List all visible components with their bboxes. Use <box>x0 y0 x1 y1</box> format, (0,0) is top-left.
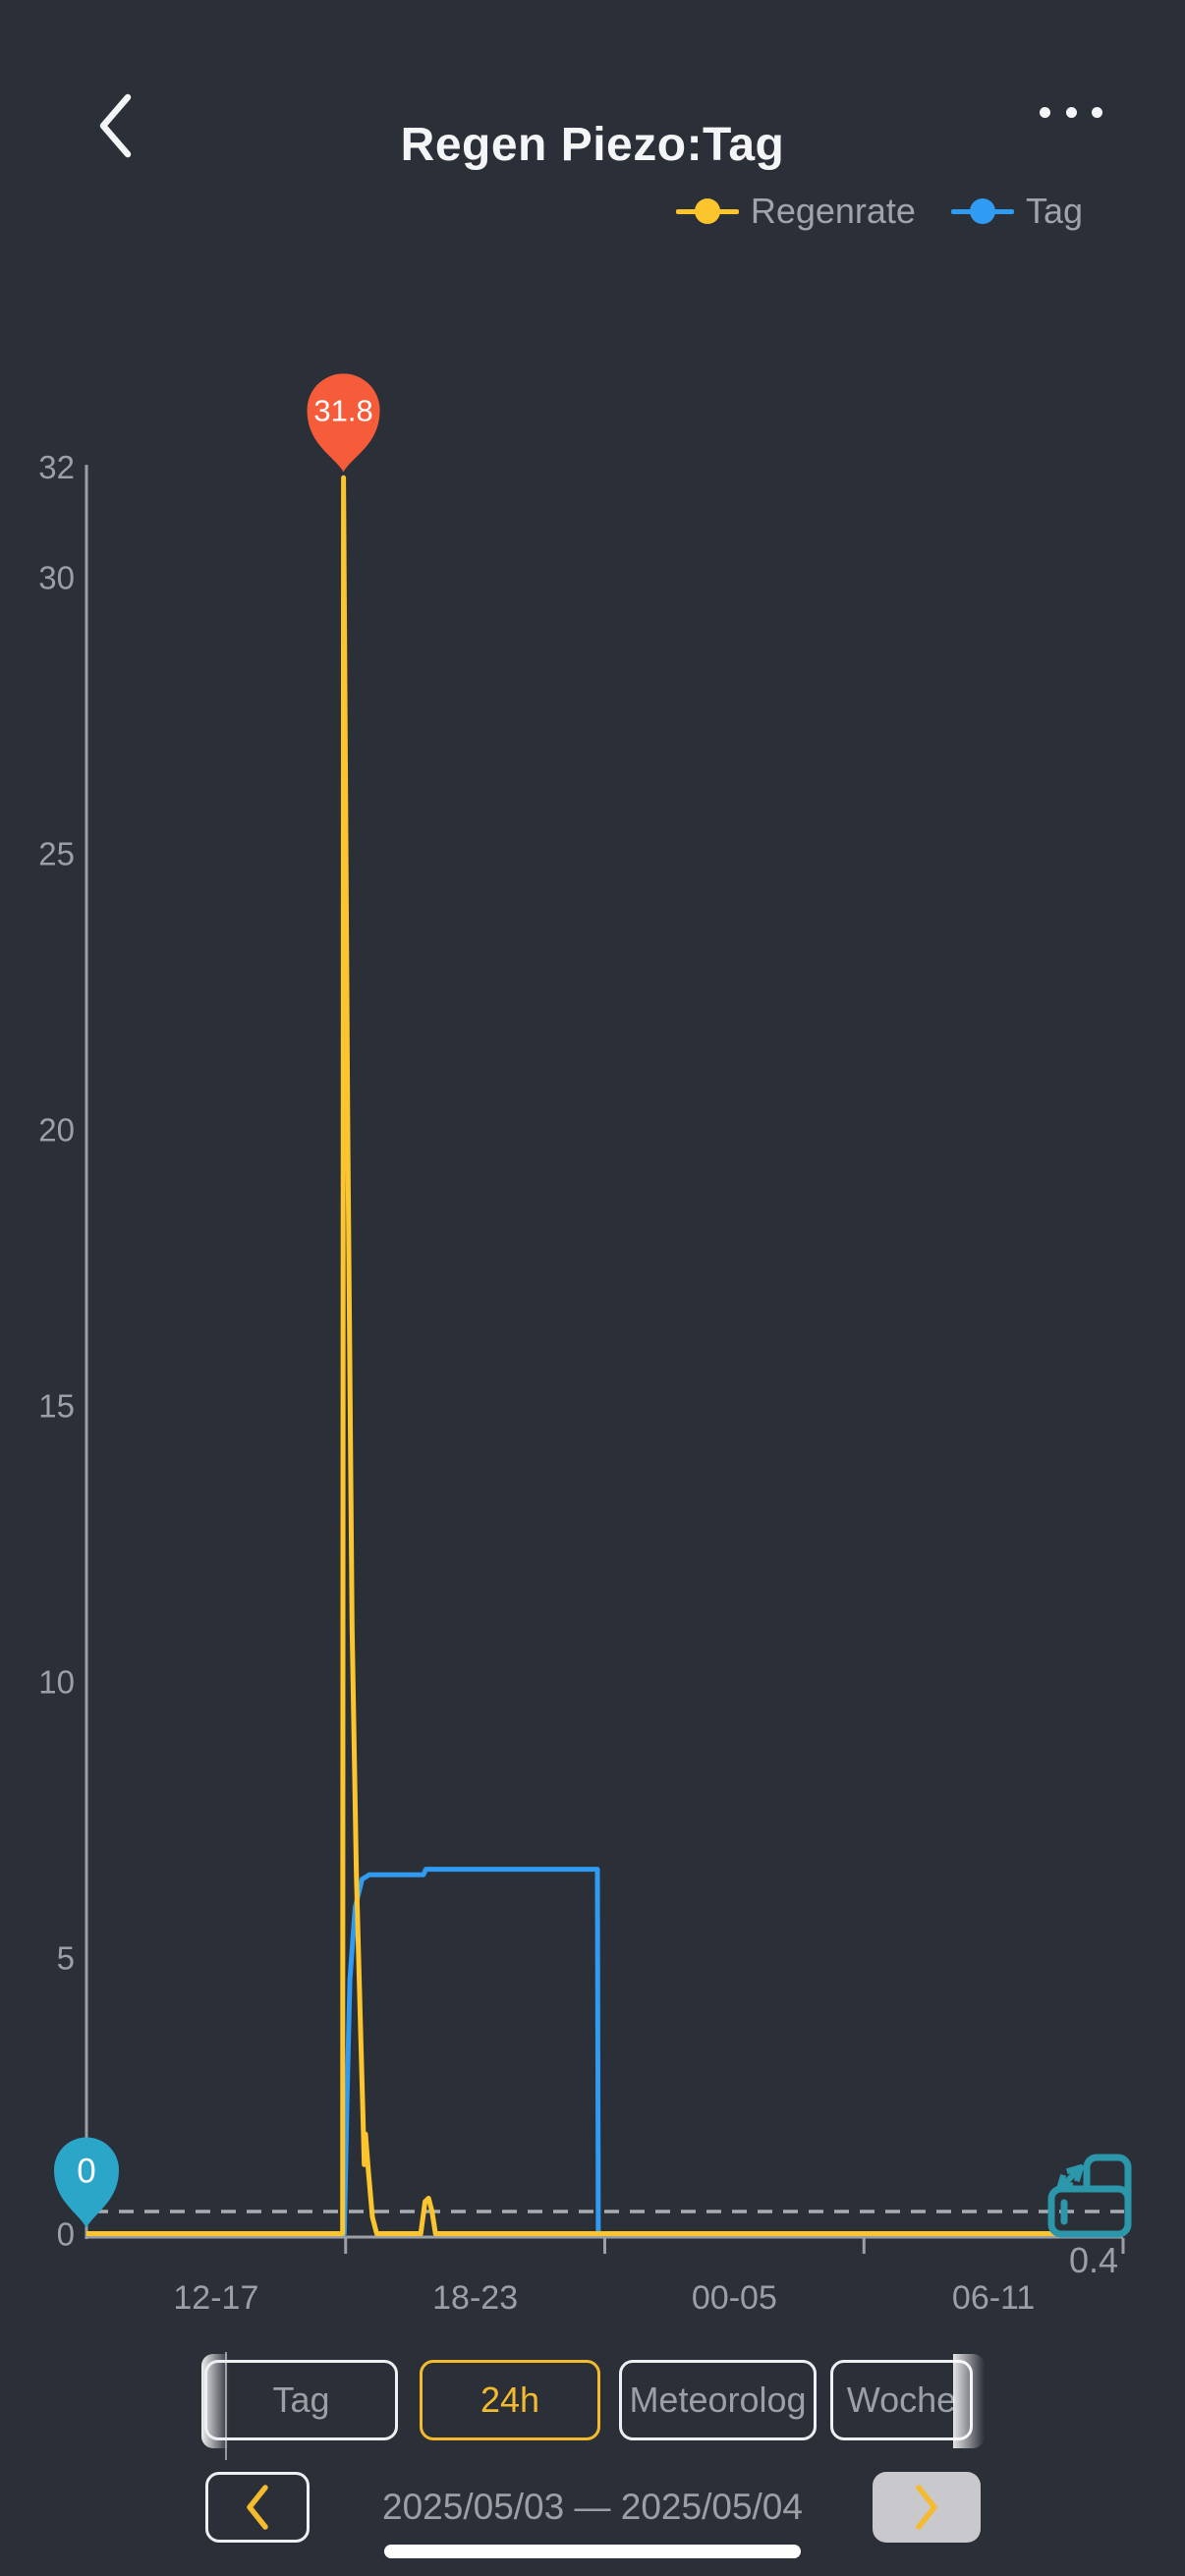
marker-balloon-regenrate <box>307 373 380 473</box>
legend-item-regenrate[interactable]: Regenrate <box>675 191 916 232</box>
x-axis-label: 12-17 <box>173 2279 258 2317</box>
y-axis-label: 5 <box>57 1940 75 1977</box>
rotate-device-icon[interactable] <box>1047 2154 1132 2238</box>
tab-woche[interactable]: Woche <box>830 2360 973 2440</box>
series-regenrate-line <box>86 475 1123 2236</box>
chevron-left-icon <box>99 93 132 158</box>
date-range-label: 2025/05/03 — 2025/05/04 <box>382 2487 803 2527</box>
x-axis-label: 06-11 <box>952 2279 1035 2317</box>
ellipsis-dot <box>1065 106 1077 118</box>
marker-label: 0 <box>77 2153 95 2191</box>
back-button[interactable] <box>86 88 145 163</box>
page-title: Regen Piezo:Tag <box>400 119 785 171</box>
rotate-arrow-shaft <box>1060 2168 1080 2188</box>
prev-date-button[interactable] <box>205 2472 310 2543</box>
marker-label: 31.8 <box>313 393 372 427</box>
y-axis-label: 30 <box>38 560 75 596</box>
legend-label: Regenrate <box>750 191 916 231</box>
y-axis-label: 0 <box>57 2216 75 2253</box>
ellipsis-dot <box>1040 106 1050 118</box>
series-tag-line <box>86 1867 1123 2236</box>
next-date-button[interactable] <box>873 2472 981 2543</box>
legend-item-tag[interactable]: Tag <box>950 191 1083 232</box>
toolbar-scroll-edge <box>225 2352 227 2460</box>
y-axis-label: 25 <box>38 836 75 872</box>
more-menu-button[interactable] <box>1040 94 1102 130</box>
y-axis-label: 10 <box>38 1664 75 1701</box>
x-axis-label: 00-05 <box>692 2279 777 2317</box>
rotate-arrow-head <box>1065 2164 1084 2183</box>
reference-line-label: 0.4 <box>1069 2240 1118 2280</box>
home-indicator[interactable] <box>384 2545 801 2558</box>
chart-legend: Regenrate Tag <box>675 191 1083 232</box>
y-axis-label: 15 <box>38 1388 75 1425</box>
tab-meteorolog[interactable]: Meteorolog <box>619 2360 817 2440</box>
ellipsis-dot <box>1092 106 1102 118</box>
tab-tag[interactable]: Tag <box>204 2360 398 2440</box>
legend-marker-regenrate-icon <box>675 197 739 225</box>
y-axis-label: 32 <box>38 449 75 485</box>
legend-marker-tag-icon <box>950 197 1014 225</box>
chevron-right-icon <box>916 2485 937 2530</box>
y-axis-label: 20 <box>38 1112 75 1148</box>
rotate-arrow-head <box>1056 2173 1075 2192</box>
chevron-left-icon <box>247 2485 268 2530</box>
x-axis-label: 18-23 <box>432 2279 518 2317</box>
legend-label: Tag <box>1025 191 1083 231</box>
marker-balloon-tag <box>54 2137 119 2228</box>
tab-24h[interactable]: 24h <box>420 2360 600 2440</box>
